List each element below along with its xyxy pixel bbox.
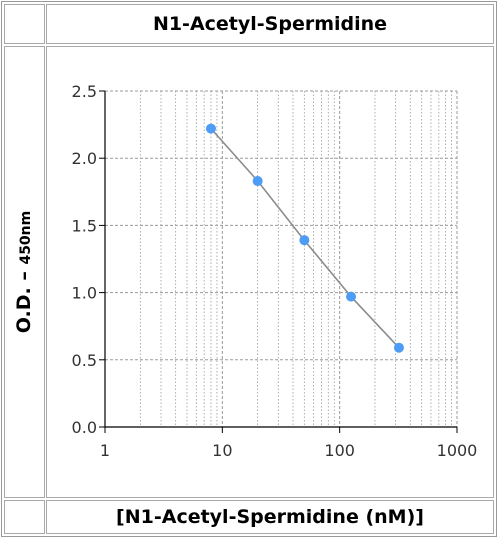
x-tick-label: 100 <box>324 441 355 460</box>
grid-layer <box>104 90 458 428</box>
series-layer <box>205 123 404 353</box>
data-point <box>252 176 263 187</box>
x-tick-label: 1 <box>100 441 110 460</box>
x-tick-label: 10 <box>212 441 232 460</box>
x-axis-label: [N1-Acetyl-Spermidine (nM)] <box>116 506 424 528</box>
y-tick-label: 1.5 <box>72 216 97 235</box>
xlabel-cell: [N1-Acetyl-Spermidine (nM)] <box>46 500 494 534</box>
plot-svg: 0.0 0.5 1.0 1.5 2.0 2.5 1 10 100 1000 <box>72 82 478 460</box>
data-point <box>299 235 310 246</box>
x-tick-label: 1000 <box>437 441 478 460</box>
axis-layer: 0.0 0.5 1.0 1.5 2.0 2.5 1 10 100 1000 <box>72 82 478 460</box>
y-axis-label: O.D. – 450nm <box>14 211 36 333</box>
corner-cell-top <box>4 4 45 44</box>
y-tick-label: 2.0 <box>72 149 97 168</box>
data-point <box>346 291 357 302</box>
y-tick-label: 1.0 <box>72 284 97 303</box>
ylabel-cell: O.D. – 450nm <box>4 46 45 498</box>
y-tick-label: 0.5 <box>72 351 97 370</box>
y-tick-label: 0.0 <box>72 418 97 437</box>
y-tick-label: 2.5 <box>72 82 97 101</box>
data-point <box>205 123 216 134</box>
title-cell: N1-Acetyl-Spermidine <box>46 4 494 44</box>
corner-cell-bottom <box>4 500 45 534</box>
plot-cell: 0.0 0.5 1.0 1.5 2.0 2.5 1 10 100 1000 <box>46 46 494 498</box>
y-axis-label-unit: 450nm <box>18 210 35 265</box>
y-axis-label-main: O.D. – <box>13 271 36 334</box>
chart-title: N1-Acetyl-Spermidine <box>152 13 388 35</box>
data-point <box>393 342 404 353</box>
ylabel-wrap: O.D. – 450nm <box>5 47 44 497</box>
